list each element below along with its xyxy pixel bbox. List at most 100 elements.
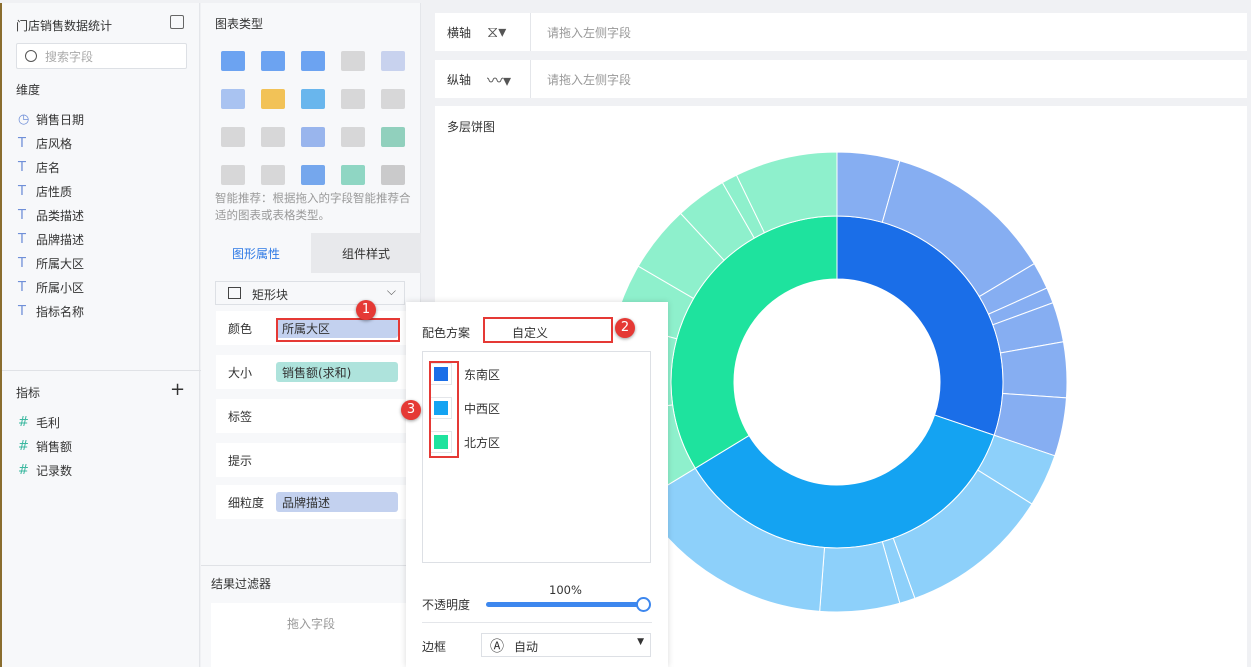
result-filter-heading: 结果过滤器 [211, 577, 272, 591]
filter-drop-zone[interactable]: 拖入字段 [211, 603, 411, 667]
color-scheme-select[interactable]: 自定义 [512, 326, 549, 340]
chart-type-option[interactable] [341, 51, 365, 71]
field-label: 店风格 [36, 136, 73, 151]
chart-type-option[interactable] [301, 127, 325, 147]
field-item[interactable]: T 店性质 [18, 181, 72, 201]
legend-label: 东南区 [464, 367, 501, 382]
chart-type-option[interactable] [261, 165, 285, 185]
opacity-slider[interactable] [486, 597, 651, 612]
hash-icon: # [18, 414, 29, 430]
smart-hint: 智能推荐：根据拖入的字段智能推荐合适的图表或表格类型。 [215, 191, 411, 222]
size-row[interactable]: 大小 销售额(求和) [216, 355, 406, 389]
chart-type-option[interactable] [341, 127, 365, 147]
measure-label: 记录数 [36, 463, 73, 478]
chart-type-option[interactable] [341, 165, 365, 185]
highlight-box-1 [276, 318, 400, 342]
chart-type-option[interactable] [261, 51, 285, 71]
divider[interactable] [2, 370, 202, 371]
label-row[interactable]: 标签 [216, 399, 406, 433]
mark-type-select[interactable]: 矩形块 ⌵ [215, 281, 405, 305]
field-label: 品牌描述 [36, 232, 85, 247]
granularity-label: 细粒度 [228, 495, 265, 510]
clock-icon: ◷ [18, 111, 30, 127]
add-measure-icon[interactable]: + [170, 379, 186, 400]
divider [201, 565, 421, 566]
color-field-pill[interactable]: 所属大区 [276, 318, 398, 338]
chart-type-option[interactable] [221, 165, 245, 185]
hash-icon: # [18, 438, 29, 454]
x-axis-shelf[interactable]: 横轴 ⧖▾ 请拖入左侧字段 [435, 13, 1247, 51]
step-badge-1: 1 [356, 300, 376, 320]
granularity-field-pill[interactable]: 品牌描述 [276, 492, 398, 512]
x-axis-placeholder: 请拖入左侧字段 [547, 25, 632, 40]
text-icon: T [18, 279, 26, 295]
opacity-value: 100% [549, 583, 582, 597]
measure-item[interactable]: # 毛利 [18, 412, 60, 432]
chart-type-option[interactable] [221, 89, 245, 109]
color-row[interactable]: 颜色 所属大区 [216, 311, 406, 345]
chart-type-option[interactable] [301, 89, 325, 109]
step-badge-3: 3 [401, 400, 421, 420]
granularity-row[interactable]: 细粒度 品牌描述 [216, 485, 406, 519]
chart-type-option[interactable] [381, 51, 405, 71]
field-label: 指标名称 [36, 304, 85, 319]
tab-component-style[interactable]: 组件样式 [311, 233, 421, 273]
chart-type-option[interactable] [381, 127, 405, 147]
border-value: 自动 [514, 640, 539, 654]
text-icon: T [18, 135, 26, 151]
field-item[interactable]: T 所属小区 [18, 277, 84, 297]
chart-type-option[interactable] [381, 89, 405, 109]
chart-type-option[interactable] [301, 51, 325, 71]
highlight-box-3 [429, 361, 459, 458]
chart-type-heading: 图表类型 [215, 17, 264, 31]
highlight-box-2 [483, 317, 613, 343]
field-panel: 门店销售数据统计 搜索字段 维度 ◷ 销售日期 T 店风格 T 店名 T 店性质 T 品类描述 T 品… [0, 3, 202, 667]
chart-type-option[interactable] [381, 165, 405, 185]
search-placeholder: 搜索字段 [45, 50, 94, 64]
size-field-pill[interactable]: 销售额(求和) [276, 362, 398, 382]
field-label: 销售日期 [36, 112, 85, 127]
chart-type-option[interactable] [261, 127, 285, 147]
field-item[interactable]: T 品牌描述 [18, 229, 84, 249]
border-select[interactable]: Ⓐ 自动 ▼ [481, 633, 651, 657]
field-item[interactable]: T 指标名称 [18, 301, 84, 321]
legend-color-list [422, 351, 651, 563]
legend-item[interactable]: 东南区 [430, 363, 500, 385]
auto-icon: Ⓐ [490, 639, 504, 655]
axis-type-icon[interactable]: 〰▾ [487, 60, 531, 98]
chart-type-option[interactable] [261, 89, 285, 109]
chart-type-option[interactable] [221, 51, 245, 71]
chart-title: 多层饼图 [447, 120, 496, 134]
measure-item[interactable]: # 记录数 [18, 460, 72, 480]
field-item[interactable]: T 品类描述 [18, 205, 84, 225]
chart-type-option[interactable] [301, 165, 325, 185]
slider-handle[interactable] [636, 597, 651, 612]
switch-dataset-icon[interactable] [170, 15, 184, 29]
step-badge-2: 2 [615, 318, 635, 338]
text-icon: T [18, 183, 26, 199]
measure-label: 毛利 [36, 415, 61, 430]
chart-type-option[interactable] [341, 89, 365, 109]
field-item[interactable]: ◷ 销售日期 [18, 109, 84, 129]
dataset-title: 门店销售数据统计 [16, 19, 113, 33]
search-input[interactable]: 搜索字段 [16, 43, 187, 69]
border-label: 边框 [422, 640, 447, 654]
tooltip-row[interactable]: 提示 [216, 443, 406, 477]
field-item[interactable]: T 店风格 [18, 133, 72, 153]
tab-graphic-attributes[interactable]: 图形属性 [201, 233, 311, 273]
outer-slice[interactable] [735, 151, 838, 234]
field-label: 所属大区 [36, 256, 85, 271]
divider [422, 622, 652, 623]
field-item[interactable]: T 店名 [18, 157, 60, 177]
legend-item[interactable]: 北方区 [430, 431, 500, 453]
legend-item[interactable]: 中西区 [430, 397, 500, 419]
y-axis-placeholder: 请拖入左侧字段 [547, 72, 632, 87]
color-scheme-label: 配色方案 [422, 326, 471, 340]
axis-type-icon[interactable]: ⧖▾ [487, 13, 531, 51]
y-axis-shelf[interactable]: 纵轴 〰▾ 请拖入左侧字段 [435, 60, 1247, 98]
measure-heading: 指标 [16, 386, 41, 400]
measure-item[interactable]: # 销售额 [18, 436, 72, 456]
opacity-label: 不透明度 [422, 598, 471, 612]
chart-type-option[interactable] [221, 127, 245, 147]
field-item[interactable]: T 所属大区 [18, 253, 84, 273]
